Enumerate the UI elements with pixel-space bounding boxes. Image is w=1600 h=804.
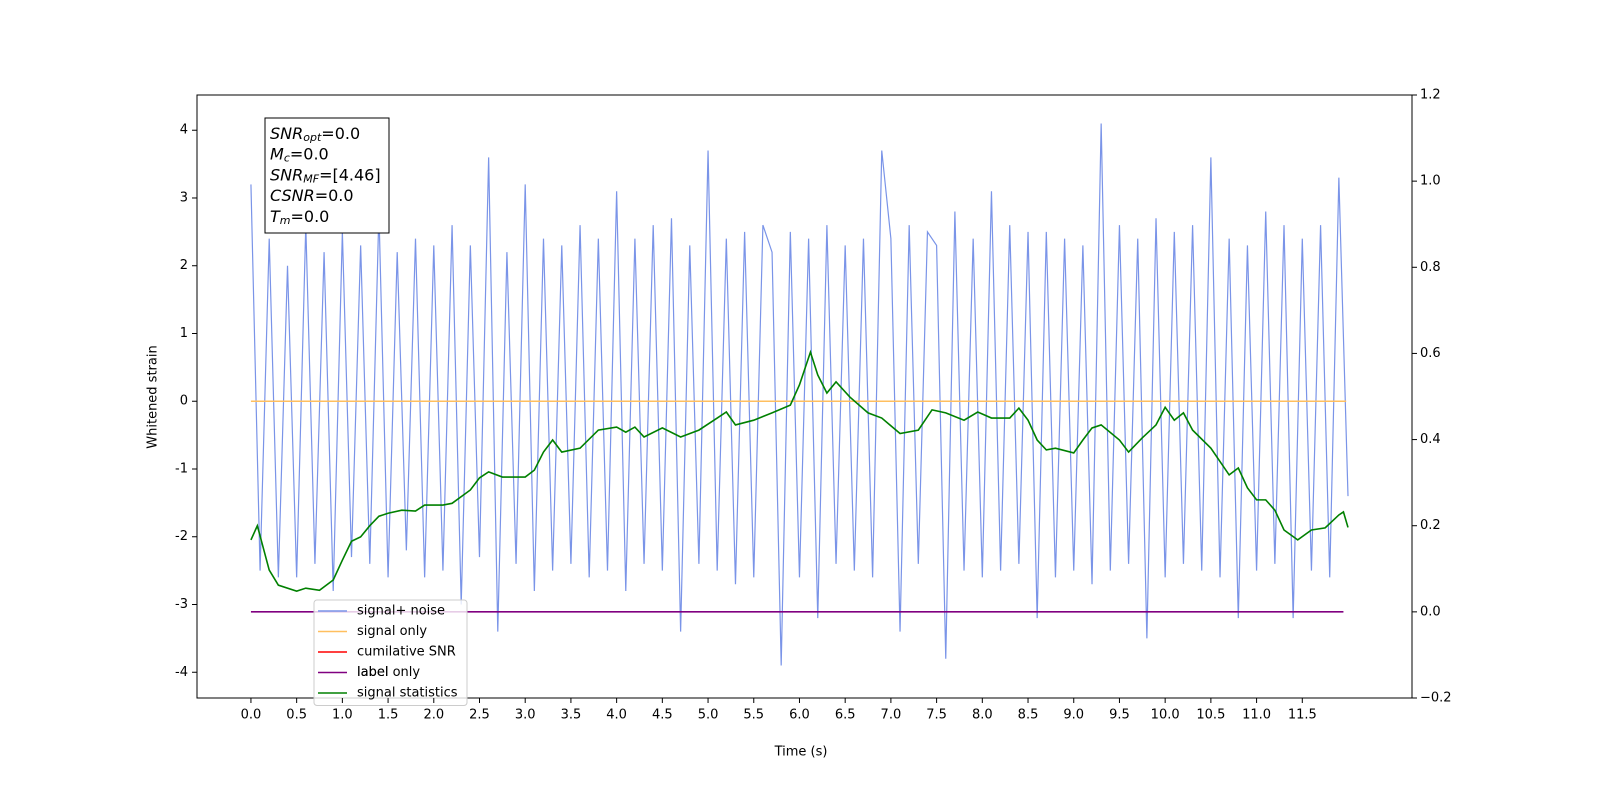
annotation-subscript: m — [280, 214, 291, 227]
x-tick-label: 5.5 — [743, 708, 764, 723]
annotation-value: =0.0 — [291, 206, 330, 225]
annotation-symbol: SNR — [270, 165, 303, 184]
y-tick-label: 4 — [180, 123, 188, 138]
legend-label: signal only — [357, 624, 427, 639]
annotation-box — [264, 117, 390, 234]
legend: signal+ noise signal only cumilative SNR la… — [313, 599, 468, 706]
annotation: SNRopt=0.0Mc=0.0SNRMF=[4.46]CSNR=0.0Tm=0… — [270, 124, 381, 227]
x-tick-label: 3.0 — [515, 708, 536, 723]
annotation-value: =[4.46] — [319, 165, 381, 184]
annotation-value: =0.0 — [315, 186, 354, 205]
x-tick-label: 9.5 — [1109, 708, 1130, 723]
x-tick-label: 7.5 — [926, 708, 947, 723]
legend-label: label — [357, 665, 388, 680]
legend-label: signal statistics — [357, 686, 458, 701]
annotation-symbol: M — [270, 144, 284, 163]
annotation-value: =0.0 — [321, 124, 360, 143]
y2-tick-label: 1.2 — [1420, 88, 1441, 103]
series-line — [250, 123, 1349, 666]
y2-tick-label: 1.0 — [1420, 174, 1441, 189]
annotation-line: CSNR=0.0 — [270, 186, 354, 205]
annotation-value: =0.0 — [290, 144, 329, 163]
annotation-line: SNRopt=0.0 — [270, 124, 360, 145]
x-tick-label: 10.5 — [1196, 708, 1225, 723]
x-tick-label: 0.5 — [286, 708, 307, 723]
y-tick-label: -2 — [175, 529, 188, 544]
annotation-subscript: c — [284, 152, 290, 165]
legend-box — [313, 599, 468, 706]
y2-tick-label: 0.0 — [1420, 604, 1441, 619]
legend-label: cumilative SNR — [357, 645, 456, 660]
x-tick-label: 5.0 — [698, 708, 719, 723]
y-axis-label: Whitened strain — [146, 345, 161, 448]
y-tick-label: 2 — [180, 258, 188, 273]
annotation-line: SNRMF=[4.46] — [270, 165, 381, 186]
x-tick-label: 6.0 — [789, 708, 810, 723]
y2-tick-label: −0.2 — [1420, 691, 1452, 706]
x-tick-label: 7.0 — [881, 708, 902, 723]
annotation-line: Tm=0.0 — [270, 206, 329, 227]
annotation-symbol: CSNR — [270, 186, 315, 205]
y2-tick-label: 0.8 — [1420, 260, 1441, 275]
x-tick-label: 1.5 — [378, 708, 399, 723]
x-tick-label: 4.0 — [606, 708, 627, 723]
annotation-symbol: T — [270, 206, 281, 225]
axes-frame — [196, 94, 1413, 699]
x-tick-label: 8.0 — [972, 708, 993, 723]
x-tick-label: 3.5 — [561, 708, 582, 723]
x-tick-label: 2.5 — [469, 708, 490, 723]
y2-tick-label: 0.4 — [1420, 432, 1441, 447]
x-tick-label: 11.5 — [1288, 708, 1317, 723]
x-tick-label: 4.5 — [652, 708, 673, 723]
x-axis-label: Time (s) — [774, 745, 828, 760]
legend-overlap-text: label only — [357, 665, 420, 680]
x-tick-label: 1.0 — [332, 708, 353, 723]
x-tick-label: 10.0 — [1151, 708, 1180, 723]
x-tick-label: 6.5 — [835, 708, 856, 723]
y-tick-label: 1 — [180, 326, 188, 341]
y-tick-label: 0 — [180, 394, 188, 409]
x-tick-label: 9.0 — [1063, 708, 1084, 723]
x-tick-label: 8.5 — [1018, 708, 1039, 723]
series-line — [250, 349, 1349, 593]
annotation-subscript: opt — [303, 131, 322, 144]
annotation-line: Mc=0.0 — [270, 144, 329, 165]
y2-tick-label: 0.2 — [1420, 518, 1441, 533]
y-tick-label: -4 — [175, 665, 188, 680]
y-tick-label: 3 — [180, 190, 188, 205]
x-tick-label: 0.0 — [241, 708, 262, 723]
y-tick-label: -3 — [175, 597, 188, 612]
x-tick-label: 11.0 — [1242, 708, 1271, 723]
y-tick-label: -1 — [175, 461, 188, 476]
annotation-symbol: SNR — [270, 124, 303, 143]
annotation-subscript: MF — [303, 172, 319, 185]
legend-label: signal+ noise — [357, 604, 445, 619]
x-tick-label: 2.0 — [423, 708, 444, 723]
y2-tick-label: 0.6 — [1420, 346, 1441, 361]
